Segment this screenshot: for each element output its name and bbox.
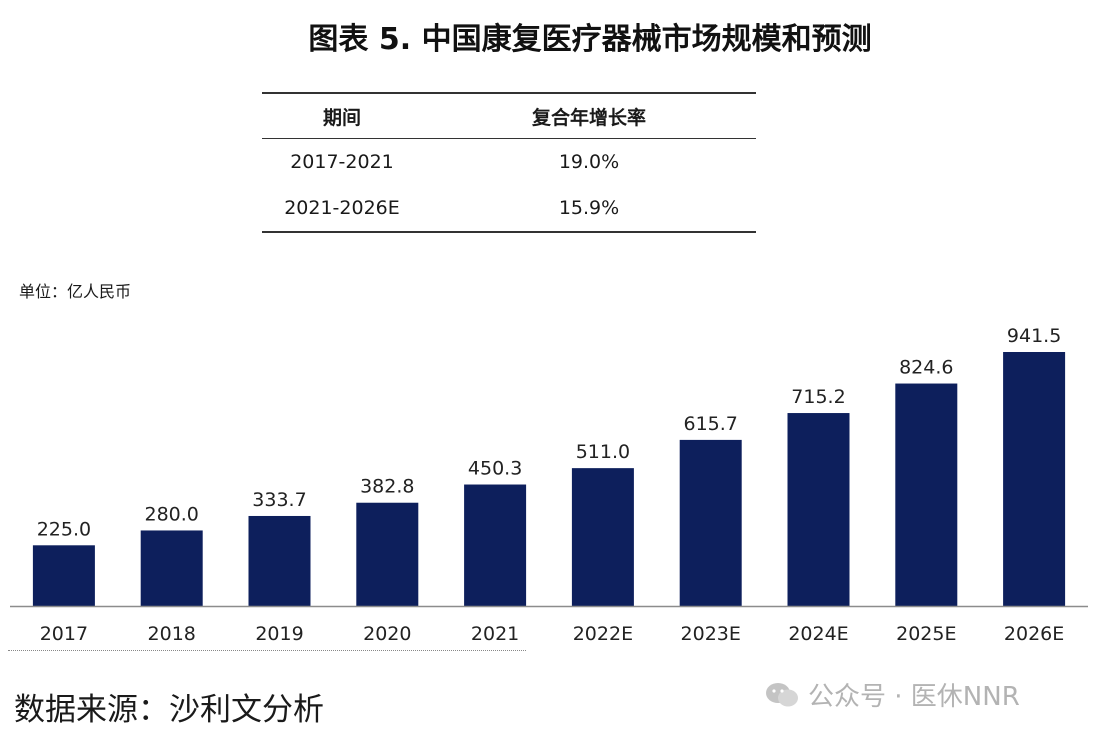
bar-2020 xyxy=(356,502,419,606)
x-tick-label: 2019 xyxy=(255,623,303,645)
data-label: 333.7 xyxy=(252,489,306,511)
watermark-text: 公众号 · 医休NNR xyxy=(808,682,1020,712)
data-label: 450.3 xyxy=(468,458,522,480)
cagr-table: 期间 复合年增长率 2017-2021 19.0% 2021-2026E 15.… xyxy=(262,92,756,233)
table-header-row: 期间 复合年增长率 xyxy=(262,92,756,139)
bar-2017 xyxy=(32,545,95,606)
table-header-period: 期间 xyxy=(262,92,422,139)
x-tick-label: 2020 xyxy=(363,623,411,645)
bar-2021 xyxy=(464,484,527,606)
table-cell-period: 2017-2021 xyxy=(290,151,394,173)
table-cell-cagr: 15.9% xyxy=(422,185,756,233)
unit-label: 单位：亿人民币 xyxy=(19,282,132,301)
bar-2019 xyxy=(248,515,311,606)
source-note: 数据来源：沙利文分析 xyxy=(14,692,324,728)
x-tick-label: 2024E xyxy=(788,623,848,645)
data-label: 615.7 xyxy=(683,413,737,435)
bar-2026E xyxy=(1003,352,1066,606)
x-tick-label: 2017 xyxy=(40,623,88,645)
watermark: 公众号 · 医休NNR xyxy=(764,676,1020,713)
chart-title: 图表 5. 中国康复医疗器械市场规模和预测 xyxy=(308,22,872,57)
x-tick-label: 2023E xyxy=(681,623,741,645)
bar-2023E xyxy=(679,439,742,606)
bar-2018 xyxy=(140,530,203,606)
data-label: 824.6 xyxy=(899,357,953,379)
table-cell-cagr: 19.0% xyxy=(558,151,620,173)
data-label: 715.2 xyxy=(791,386,845,408)
data-label: 941.5 xyxy=(1007,325,1061,347)
data-label: 280.0 xyxy=(144,503,198,525)
bar-2025E xyxy=(895,383,958,606)
x-tick-label: 2018 xyxy=(148,623,196,645)
data-label: 382.8 xyxy=(360,476,414,498)
table-cell-period: 2021-2026E xyxy=(262,185,422,233)
data-label: 225.0 xyxy=(37,518,91,540)
dotted-divider xyxy=(8,650,526,651)
bar-2022E xyxy=(571,468,634,606)
table-header-cagr: 复合年增长率 xyxy=(422,92,756,139)
table-row: 2021-2026E 15.9% xyxy=(262,185,756,233)
x-tick-label: 2022E xyxy=(573,623,633,645)
x-tick-label: 2021 xyxy=(471,623,519,645)
x-tick-label: 2025E xyxy=(896,623,956,645)
data-label: 511.0 xyxy=(576,441,630,463)
wechat-icon xyxy=(766,682,798,706)
x-tick-label: 2026E xyxy=(1004,623,1064,645)
bar-chart: 225.0 2017 280.0 2018 333.7 2019 382.8 2020 450.… xyxy=(10,325,1088,645)
bar-2024E xyxy=(787,413,850,606)
table-row: 2017-2021 19.0% xyxy=(262,139,756,186)
